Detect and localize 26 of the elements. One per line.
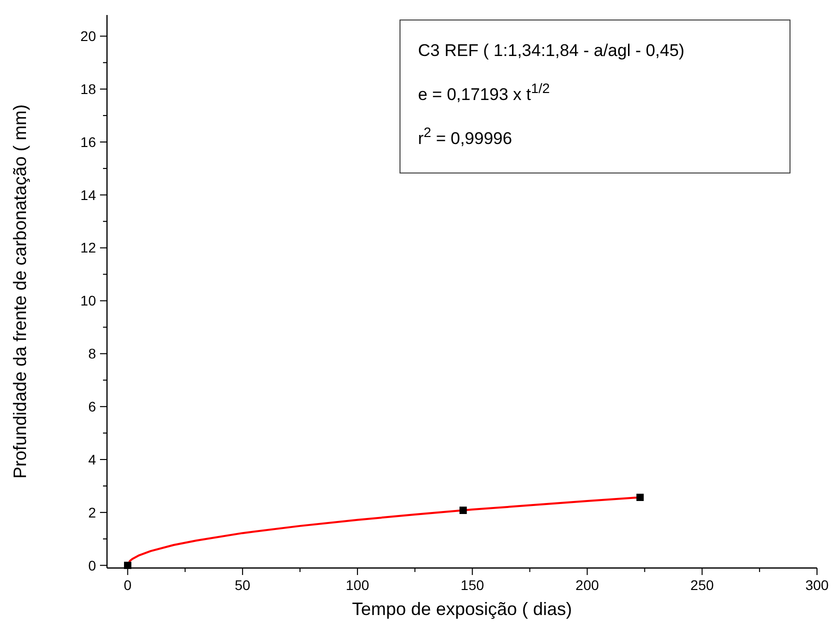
point xyxy=(459,506,467,514)
annotation: C3 REF ( 1:1,34:1,84 - a/agl - 0,45) xyxy=(418,41,684,60)
point xyxy=(124,562,132,570)
x-tick-label: 200 xyxy=(576,577,600,593)
x-tick-label: 250 xyxy=(690,577,714,593)
x-tick-label: 50 xyxy=(234,577,251,593)
x-axis-title: Tempo de exposição ( dias) xyxy=(352,599,572,619)
x-tick-label: 150 xyxy=(460,577,484,593)
y-tick-label: 20 xyxy=(80,28,96,44)
y-tick-label: 16 xyxy=(80,134,96,150)
annotation: e = 0,17193 x t$^{1/2}$ xyxy=(418,80,550,104)
y-tick-label: 14 xyxy=(80,186,96,203)
y-tick-label: 0 xyxy=(88,557,96,574)
point xyxy=(636,494,644,502)
y-tick-label: 2 xyxy=(88,504,96,520)
y-tick-label: 8 xyxy=(88,346,96,362)
y-tick-label: 6 xyxy=(88,398,96,414)
y-tick-label: 18 xyxy=(80,80,96,97)
y-tick-label: 12 xyxy=(80,240,96,256)
annotation: r$^{2}$ = 0,99996 xyxy=(418,124,512,148)
y-axis-title: Profundidade da frente de carbonatação ( mm) xyxy=(10,104,30,479)
x-tick-label: 0 xyxy=(124,577,132,593)
y-tick-label: 4 xyxy=(88,451,96,468)
y-tick-label: 10 xyxy=(80,292,96,309)
x-tick-label: 300 xyxy=(805,577,829,593)
x-tick-label: 100 xyxy=(346,577,370,593)
